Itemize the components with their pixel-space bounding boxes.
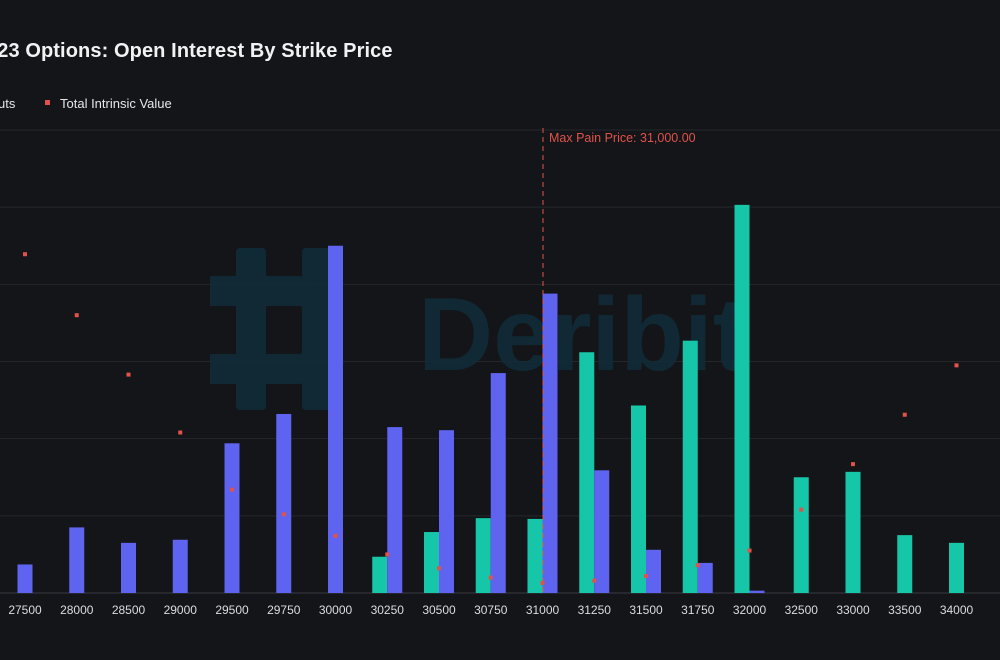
bar-calls xyxy=(372,556,388,593)
x-tick-label: 33500 xyxy=(888,603,922,617)
max-pain-label: Max Pain Price: 31,000.00 xyxy=(549,131,696,145)
x-tick-label: 32500 xyxy=(785,603,819,617)
bar-puts xyxy=(17,564,33,593)
intrinsic-value-point xyxy=(954,363,959,368)
x-tick-label: 28000 xyxy=(60,603,94,617)
intrinsic-value-point xyxy=(799,507,804,512)
legend-label-puts: uts xyxy=(0,96,16,111)
bar-calls xyxy=(631,405,646,593)
bar-calls xyxy=(475,518,491,593)
bar-calls xyxy=(734,204,750,593)
intrinsic-value-point xyxy=(23,252,27,257)
intrinsic-value-point xyxy=(281,512,286,517)
intrinsic-value-point xyxy=(333,533,338,538)
bar-puts xyxy=(594,470,610,593)
bar-puts xyxy=(121,542,136,593)
intrinsic-value-point xyxy=(644,574,648,579)
bar-calls xyxy=(793,477,809,593)
x-tick-label: 31000 xyxy=(526,603,560,617)
chart-title: 023 Options: Open Interest By Strike Pri… xyxy=(0,40,393,62)
max-pain-annotation: Max Pain Price: 31,000.00 xyxy=(542,128,696,593)
bar-puts xyxy=(172,539,188,593)
legend-item-puts[interactable]: uts xyxy=(0,96,15,111)
intrinsic-value-point xyxy=(695,563,700,568)
intrinsic-value-points xyxy=(23,252,959,585)
intrinsic-value-point xyxy=(385,552,390,557)
x-tick-label: 29750 xyxy=(267,603,301,617)
intrinsic-value-point xyxy=(851,462,855,467)
bar-calls xyxy=(424,532,439,593)
bar-calls xyxy=(845,471,861,593)
bar-calls xyxy=(949,542,964,593)
bar-puts xyxy=(387,427,403,593)
bar-puts xyxy=(439,430,454,593)
bar-puts xyxy=(646,549,661,593)
x-tick-label: 30500 xyxy=(422,603,456,617)
bar-puts xyxy=(749,590,765,593)
x-tick-label: 31750 xyxy=(681,603,715,617)
intrinsic-value-point xyxy=(126,372,131,377)
x-tick-label: 31250 xyxy=(578,603,612,617)
x-tick-label: 30250 xyxy=(371,603,405,617)
intrinsic-value-point xyxy=(230,487,234,492)
chart-legend: uts Total Intrinsic Value xyxy=(0,96,1000,116)
bars-calls xyxy=(372,204,964,593)
x-tick-label: 29000 xyxy=(164,603,198,617)
bar-puts xyxy=(542,293,558,593)
x-tick-label: 28500 xyxy=(112,603,146,617)
x-tick-label: 30750 xyxy=(474,603,508,617)
intrinsic-value-point xyxy=(437,566,441,571)
bar-calls xyxy=(682,340,698,593)
bar-puts xyxy=(328,245,343,593)
bar-puts xyxy=(276,413,292,593)
bar-puts xyxy=(224,443,240,593)
bar-calls xyxy=(527,518,543,593)
intrinsic-value-point xyxy=(592,578,597,583)
intrinsic-value-point xyxy=(74,313,79,318)
deribit-logo-icon xyxy=(210,248,337,410)
bar-puts xyxy=(697,562,713,593)
x-tick-label: 33000 xyxy=(836,603,870,617)
x-tick-label: 29500 xyxy=(215,603,249,617)
intrinsic-value-point xyxy=(540,580,545,585)
x-tick-label: 31500 xyxy=(629,603,663,617)
bar-puts xyxy=(490,373,506,593)
intrinsic-value-point xyxy=(488,575,493,580)
grid-lines xyxy=(0,129,1000,594)
legend-label-intrinsic-value: Total Intrinsic Value xyxy=(60,96,172,111)
legend-square-marker-icon xyxy=(45,100,50,106)
intrinsic-value-point xyxy=(178,430,183,435)
bar-calls xyxy=(897,535,913,593)
x-tick-label: 30000 xyxy=(319,603,353,617)
intrinsic-value-point xyxy=(747,548,752,553)
x-axis-ticks: 27500 28000 28500 29000 29500 29750 30000 30250… xyxy=(8,603,974,617)
legend-item-intrinsic-value[interactable]: Total Intrinsic Value xyxy=(45,96,172,111)
bar-puts xyxy=(69,527,85,593)
x-tick-label: 32000 xyxy=(733,603,767,617)
deribit-watermark: Deribit xyxy=(210,248,747,410)
x-tick-label: 27500 xyxy=(8,603,42,617)
intrinsic-value-point xyxy=(902,412,907,417)
x-tick-label: 34000 xyxy=(940,603,974,617)
bar-calls xyxy=(579,352,595,593)
bars-puts xyxy=(17,245,765,593)
